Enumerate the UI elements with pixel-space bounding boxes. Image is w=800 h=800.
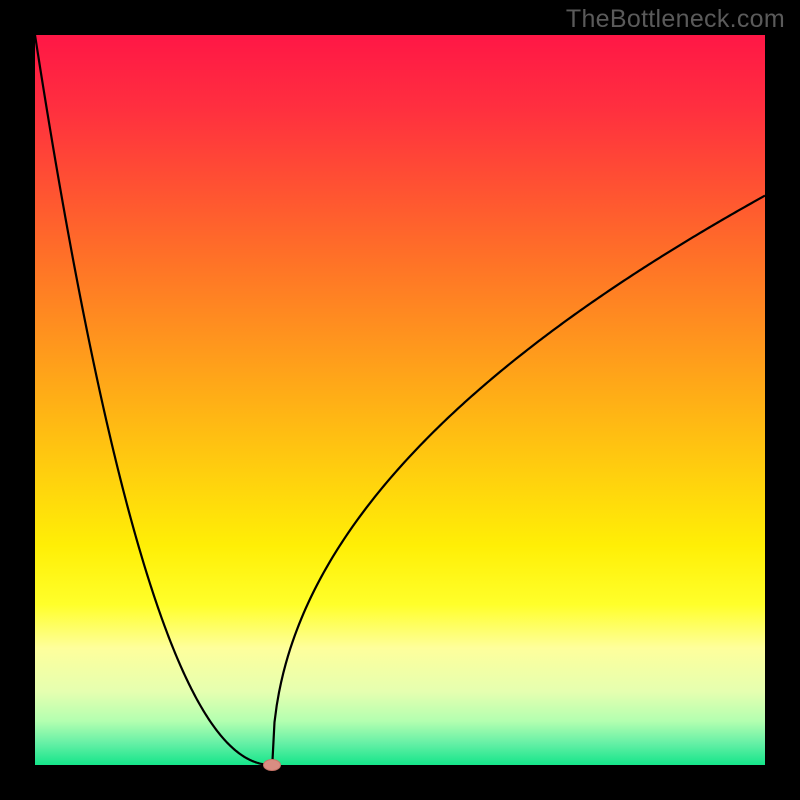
optimal-marker	[263, 759, 281, 771]
plot-background	[35, 35, 765, 765]
chart-container: TheBottleneck.com	[0, 0, 800, 800]
chart-svg	[0, 0, 800, 800]
watermark-text: TheBottleneck.com	[566, 5, 785, 34]
